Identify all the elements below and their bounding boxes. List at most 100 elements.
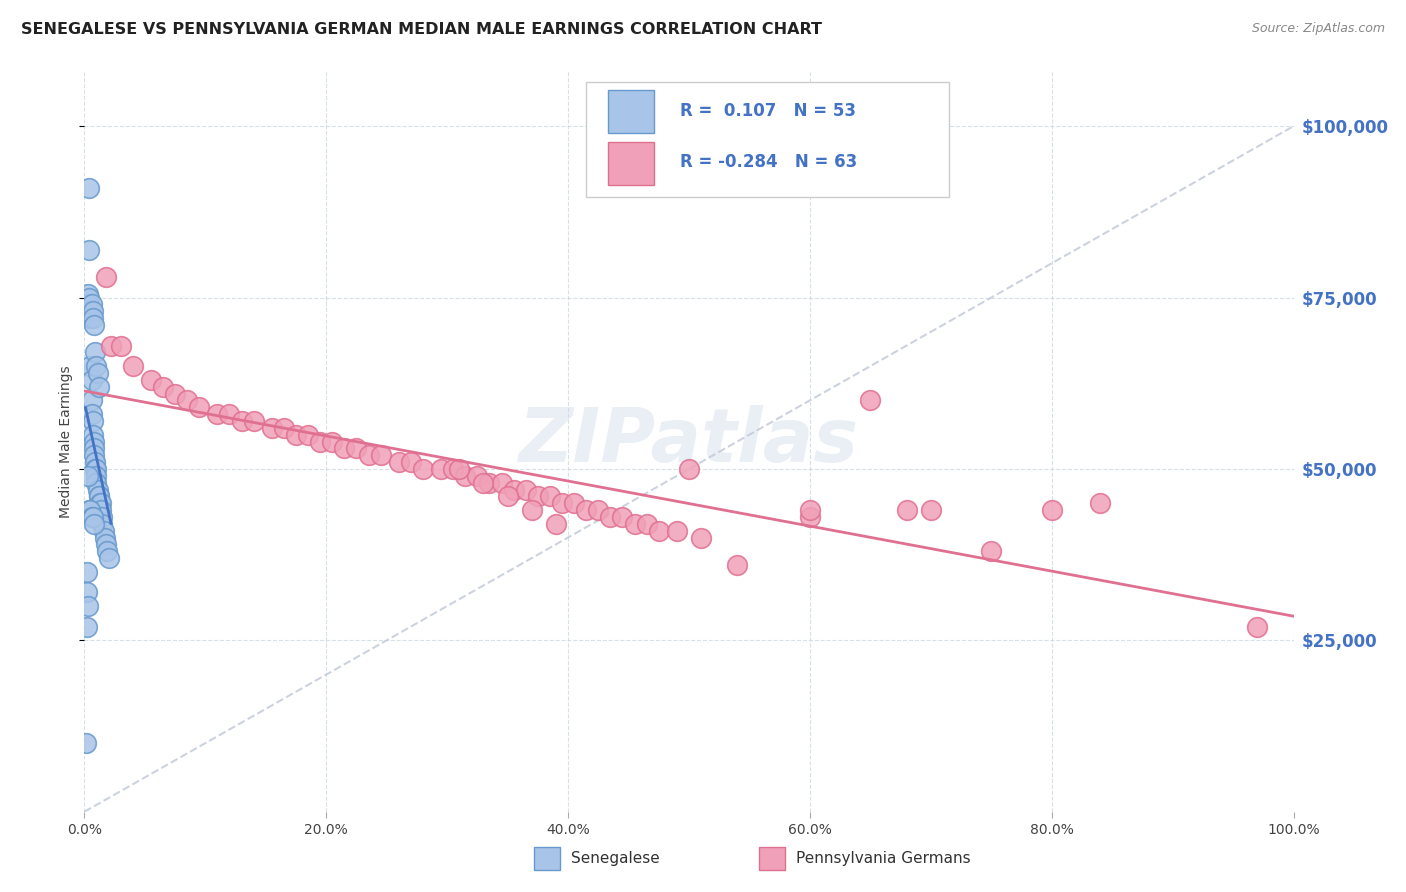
Point [83, 516, 105, 531]
Text: R =  0.107   N = 53: R = 0.107 N = 53 [681, 102, 856, 120]
Point [86, 483, 108, 497]
Point [77, 291, 100, 305]
Point [77, 243, 100, 257]
Point [94, 537, 117, 551]
Point [83, 448, 105, 462]
Point [96, 544, 118, 558]
Point [80, 373, 103, 387]
Point [799, 510, 821, 524]
Point [188, 401, 211, 415]
Point [588, 503, 610, 517]
Point [86, 475, 108, 490]
Point [83, 442, 105, 456]
FancyBboxPatch shape [607, 142, 654, 185]
Point [496, 489, 519, 503]
Point [87, 489, 110, 503]
Point [87, 489, 110, 503]
Point [218, 407, 240, 421]
Point [84, 345, 107, 359]
Point [97, 551, 120, 566]
Point [491, 475, 513, 490]
Point [678, 462, 700, 476]
Point [80, 407, 103, 421]
Point [665, 524, 688, 538]
Point [77, 287, 100, 301]
Point [86, 366, 108, 380]
Point [87, 380, 110, 394]
Point [399, 455, 422, 469]
Point [86, 359, 108, 373]
Point [1246, 619, 1268, 633]
Point [472, 475, 495, 490]
Point [333, 442, 356, 456]
Point [467, 468, 489, 483]
Text: Source: ZipAtlas.com: Source: ZipAtlas.com [1251, 22, 1385, 36]
Point [412, 462, 434, 476]
Point [551, 496, 574, 510]
Point [94, 270, 117, 285]
Point [79, 503, 101, 517]
Point [79, 359, 101, 373]
Point [82, 304, 104, 318]
Point [100, 338, 122, 352]
Point [284, 427, 308, 442]
Point [165, 386, 187, 401]
Point [920, 503, 942, 517]
Point [260, 421, 283, 435]
Point [89, 496, 111, 510]
Point [623, 516, 645, 531]
Point [207, 407, 229, 421]
Point [77, 181, 100, 195]
Point [86, 462, 108, 476]
Point [449, 462, 471, 476]
Point [357, 448, 380, 462]
Point [152, 380, 174, 394]
Point [321, 434, 343, 449]
Point [75, 736, 97, 750]
Point [562, 496, 585, 510]
Point [346, 442, 368, 456]
Point [370, 448, 392, 462]
Point [82, 311, 104, 326]
Point [77, 503, 100, 517]
Point [859, 393, 882, 408]
Point [90, 496, 112, 510]
Point [91, 516, 114, 531]
Point [599, 510, 621, 524]
Point [242, 414, 264, 428]
Point [538, 489, 561, 503]
Point [91, 510, 114, 524]
Point [82, 414, 104, 428]
Point [636, 516, 658, 531]
Point [502, 483, 524, 497]
Point [80, 510, 103, 524]
Point [77, 297, 100, 311]
Point [83, 318, 105, 332]
Point [79, 311, 101, 326]
Point [79, 304, 101, 318]
Point [430, 462, 453, 476]
Point [86, 468, 108, 483]
Point [896, 503, 918, 517]
Point [94, 531, 117, 545]
FancyBboxPatch shape [607, 90, 654, 133]
Point [83, 434, 105, 449]
Text: Pennsylvania Germans: Pennsylvania Germans [796, 851, 970, 866]
Point [520, 503, 543, 517]
Point [76, 619, 98, 633]
Point [690, 531, 713, 545]
Point [231, 414, 253, 428]
Point [82, 510, 104, 524]
Point [76, 585, 98, 599]
Point [297, 427, 319, 442]
Point [82, 427, 104, 442]
Point [441, 462, 464, 476]
Point [80, 297, 103, 311]
Y-axis label: Median Male Earnings: Median Male Earnings [59, 365, 73, 518]
Point [388, 455, 411, 469]
Point [84, 455, 107, 469]
Point [273, 421, 295, 435]
Point [121, 359, 143, 373]
Point [725, 558, 748, 572]
Point [454, 468, 477, 483]
